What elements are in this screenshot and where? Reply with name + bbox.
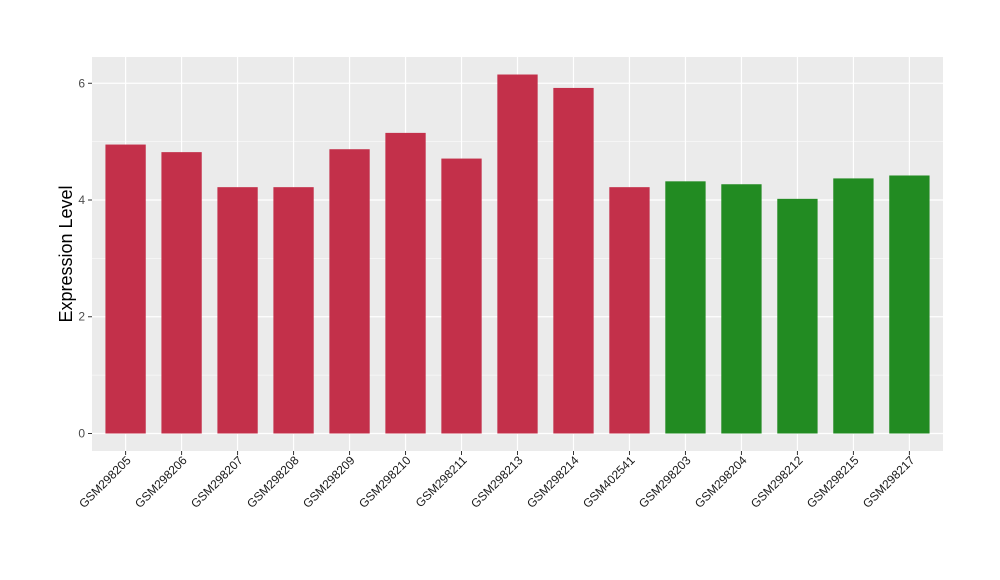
x-tick-label: GSM298205 xyxy=(76,453,134,511)
x-tick-label: GSM298215 xyxy=(804,453,862,511)
x-tick-label: GSM298217 xyxy=(860,453,918,511)
x-tick-label: GSM298211 xyxy=(413,453,470,510)
bar-GSM298213 xyxy=(497,74,538,434)
bar-GSM298212 xyxy=(777,198,818,434)
bar-GSM402541 xyxy=(609,187,650,434)
bars xyxy=(105,74,930,434)
bar-GSM298215 xyxy=(833,178,874,434)
x-tick-label: GSM298204 xyxy=(692,453,750,511)
x-tick-label: GSM298212 xyxy=(748,453,806,511)
bar-GSM298208 xyxy=(273,187,314,434)
bar-GSM298206 xyxy=(161,152,202,434)
y-tick-label: 0 xyxy=(78,426,85,440)
bar-GSM298204 xyxy=(721,184,762,434)
y-axis: 0 2 4 6 xyxy=(78,76,92,440)
x-tick-label: GSM298203 xyxy=(636,453,694,511)
x-tick-label: GSM298210 xyxy=(356,453,414,511)
bar-GSM298205 xyxy=(105,144,146,434)
bar-GSM298209 xyxy=(329,149,370,434)
x-tick-label: GSM298213 xyxy=(468,453,526,511)
bar-GSM298210 xyxy=(385,132,426,434)
bar-GSM298214 xyxy=(553,87,594,434)
x-tick-label: GSM298214 xyxy=(524,453,582,511)
bar-GSM298203 xyxy=(665,181,706,434)
x-axis: GSM298205GSM298206GSM298207GSM298208GSM2… xyxy=(76,451,918,511)
y-tick-label: 2 xyxy=(78,310,85,324)
y-tick-label: 4 xyxy=(78,193,85,207)
x-tick-label: GSM402541 xyxy=(580,453,638,511)
x-tick-label: GSM298207 xyxy=(188,453,246,511)
bar-GSM298207 xyxy=(217,187,258,434)
x-tick-label: GSM298208 xyxy=(244,453,302,511)
y-tick-label: 6 xyxy=(78,76,85,90)
x-tick-label: GSM298209 xyxy=(300,453,358,511)
bar-GSM298211 xyxy=(441,158,482,434)
x-tick-label: GSM298206 xyxy=(132,453,190,511)
y-axis-title: Expression Level xyxy=(56,185,76,322)
bar-GSM298217 xyxy=(889,175,930,434)
